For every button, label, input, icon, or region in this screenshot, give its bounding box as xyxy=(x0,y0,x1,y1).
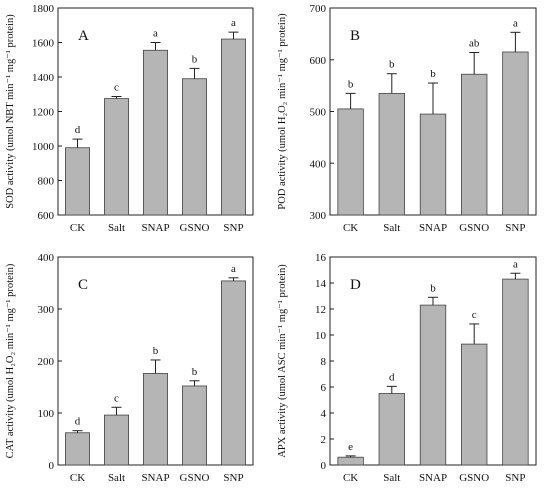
y-tick-label: 14 xyxy=(315,278,327,290)
significance-letter: b xyxy=(430,282,436,294)
x-tick-label: GSNO xyxy=(459,472,489,484)
bar-snap xyxy=(419,113,447,216)
y-axis-label: POD activity (umol H₂O₂ min⁻¹ mg⁻¹ prote… xyxy=(277,13,288,210)
y-tick-label: 6 xyxy=(321,382,327,394)
x-tick-label: Salt xyxy=(108,472,125,484)
significance-letter: d xyxy=(389,371,395,383)
y-tick-label: 400 xyxy=(38,252,55,264)
chart-panel-a: 600 800 1000 1200 1400 1600 1800 SOD activity (… xyxy=(5,3,254,234)
y-tick-label: 400 xyxy=(310,158,327,170)
y-tick-label: 2 xyxy=(321,434,327,446)
y-tick-label: 100 xyxy=(38,408,55,420)
x-tick-label: Salt xyxy=(383,472,400,484)
x-tick-label: Salt xyxy=(108,222,125,234)
x-tick-label: Salt xyxy=(383,222,400,234)
bar-snap xyxy=(419,304,447,466)
bar-ck xyxy=(337,456,364,466)
x-tick-label: CK xyxy=(343,472,358,484)
x-tick-label: SNAP xyxy=(141,222,169,234)
y-tick-label: 200 xyxy=(38,356,55,368)
bar-salt xyxy=(104,98,129,216)
x-tick-label: SNP xyxy=(505,472,525,484)
y-tick-label: 1800 xyxy=(32,3,55,15)
significance-letter: b xyxy=(192,53,198,65)
x-tick-label: GSNO xyxy=(180,222,210,234)
y-tick-label: 500 xyxy=(310,107,327,119)
bar-gsno xyxy=(182,385,207,466)
bar-ck xyxy=(65,147,90,216)
y-tick-label: 600 xyxy=(38,210,55,222)
bar-snap xyxy=(143,373,168,466)
x-tick-label: GSNO xyxy=(180,472,210,484)
significance-letter: c xyxy=(472,309,477,321)
significance-letter: c xyxy=(114,81,119,93)
significance-letter: a xyxy=(231,17,236,29)
significance-letter: e xyxy=(348,441,353,453)
y-tick-label: 1200 xyxy=(32,107,55,119)
x-tick-label: SNAP xyxy=(419,472,447,484)
significance-letter: b xyxy=(430,68,436,80)
chart-panel-c: 0 100 200 300 400 CAT activity (umol H₂O₂ min… xyxy=(5,252,254,484)
y-tick-label: 1600 xyxy=(32,38,55,50)
y-tick-label: 12 xyxy=(315,304,326,316)
x-tick-label: CK xyxy=(70,222,85,234)
significance-letter: d xyxy=(75,124,81,136)
significance-letter: a xyxy=(153,28,158,40)
bar-ck xyxy=(337,108,364,216)
panel-label: B xyxy=(350,28,360,44)
x-tick-label: SNP xyxy=(505,222,525,234)
y-tick-label: 8 xyxy=(321,356,327,368)
significance-letter: b xyxy=(389,59,395,71)
y-axis-label: SOD activity (umol NBT min⁻¹ mg⁻¹ protei… xyxy=(5,14,16,209)
y-tick-label: 0 xyxy=(49,460,55,472)
y-tick-label: 300 xyxy=(310,210,327,222)
bar-snp xyxy=(502,278,529,466)
bar-snap xyxy=(143,49,168,216)
y-tick-label: 1400 xyxy=(32,72,55,84)
x-tick-label: SNAP xyxy=(419,222,447,234)
significance-letter: b xyxy=(348,78,354,90)
bar-gsno xyxy=(182,78,207,216)
significance-letter: d xyxy=(75,416,81,428)
significance-letter: b xyxy=(192,366,198,378)
bar-snp xyxy=(221,38,246,216)
x-tick-label: SNP xyxy=(223,222,243,234)
bar-snp xyxy=(221,280,246,466)
x-tick-label: GSNO xyxy=(459,222,489,234)
panel-label: C xyxy=(78,277,88,293)
y-tick-label: 600 xyxy=(310,55,327,67)
bar-salt xyxy=(378,393,405,466)
bar-ck xyxy=(65,432,90,466)
y-tick-label: 1000 xyxy=(32,141,55,153)
significance-letter: a xyxy=(513,258,518,270)
y-axis-label: CAT activity (umol H₂O₂ min⁻¹ mg⁻¹ prote… xyxy=(5,263,16,458)
bar-salt xyxy=(378,92,405,216)
y-tick-label: 10 xyxy=(315,330,327,342)
y-tick-label: 300 xyxy=(38,304,55,316)
significance-letter: ab xyxy=(469,38,480,50)
x-tick-label: SNAP xyxy=(141,472,169,484)
y-tick-label: 700 xyxy=(310,3,327,15)
x-tick-label: CK xyxy=(70,472,85,484)
significance-letter: a xyxy=(231,263,236,275)
panel-label: A xyxy=(78,28,89,44)
significance-letter: a xyxy=(513,17,518,29)
y-tick-label: 16 xyxy=(315,252,327,264)
bar-snp xyxy=(502,51,529,216)
chart-panel-b: 300 400 500 600 700 POD activity (umol H₂O₂ m… xyxy=(277,3,537,234)
bar-gsno xyxy=(461,343,488,466)
y-axis-label: APX activity (umol ASC min⁻¹ mg⁻¹ protei… xyxy=(277,264,288,458)
y-tick-label: 0 xyxy=(321,460,327,472)
x-tick-label: SNP xyxy=(223,472,243,484)
chart-panel-d: 0 2 4 6 8 10 12 14 16 APX activity (umol ASC min⁻… xyxy=(277,252,537,484)
panel-label: D xyxy=(350,277,361,293)
significance-letter: c xyxy=(114,392,119,404)
significance-letter: b xyxy=(153,345,159,357)
bar-salt xyxy=(104,414,129,466)
y-tick-label: 800 xyxy=(38,176,55,188)
x-tick-label: CK xyxy=(343,222,358,234)
bar-gsno xyxy=(461,73,488,216)
y-tick-label: 4 xyxy=(321,408,327,420)
